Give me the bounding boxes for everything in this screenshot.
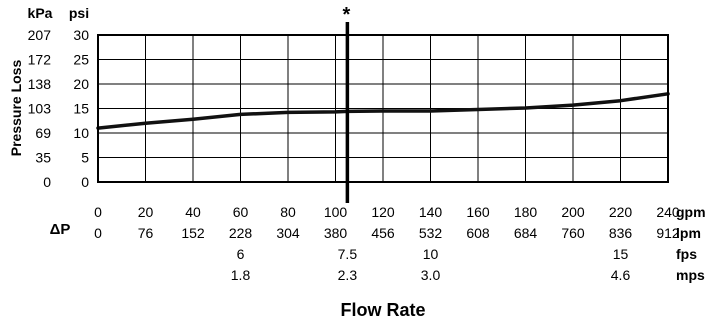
x-tick-label-gpm: 180 <box>514 204 538 220</box>
x-tick-label-mps: 4.6 <box>611 267 631 283</box>
plot-frame <box>97 34 669 183</box>
x-tick-label-lpm: 0 <box>94 225 102 241</box>
x-unit-fps: fps <box>676 246 697 262</box>
delta-p-label: ΔP <box>50 221 71 238</box>
x-tick-label-gpm: 120 <box>371 204 395 220</box>
y-tick-label-psi: 5 <box>81 150 89 166</box>
x-tick-label-gpm: 80 <box>280 204 296 220</box>
y-axis: kPa psi 0 5 10 15 20 25 30 0 35 69 103 138 172 207 Press… <box>8 5 89 190</box>
x-tick-label-mps: 2.3 <box>338 267 358 283</box>
y-tick-label-kpa: 207 <box>28 27 52 43</box>
y-tick-label-psi: 25 <box>73 52 89 68</box>
y-tick-label-kpa: 138 <box>28 76 52 92</box>
x-tick-label-fps: 6 <box>237 246 245 262</box>
x-tick-label-fps: 15 <box>613 246 629 262</box>
x-tick-label-gpm: 240 <box>656 204 680 220</box>
y-tick-label-psi: 30 <box>73 27 89 43</box>
y-axis-title: Pressure Loss <box>8 60 24 157</box>
x-tick-label-lpm: 380 <box>324 225 348 241</box>
x-tick-label-gpm: 60 <box>233 204 249 220</box>
x-tick-label-gpm: 220 <box>609 204 633 220</box>
series-layer <box>96 92 670 130</box>
x-tick-label-gpm: 20 <box>138 204 154 220</box>
x-tick-label-lpm: 532 <box>419 225 443 241</box>
y-unit-kpa: kPa <box>28 5 53 21</box>
marker-asterisk: * <box>342 4 350 26</box>
x-tick-label-lpm: 760 <box>561 225 585 241</box>
y-tick-label-psi: 20 <box>73 76 89 92</box>
x-tick-label-lpm: 304 <box>276 225 300 241</box>
x-tick-label-lpm: 76 <box>138 225 154 241</box>
x-tick-label-fps: 7.5 <box>338 246 358 262</box>
x-tick-label-lpm: 912 <box>656 225 680 241</box>
x-tick-label-gpm: 40 <box>185 204 201 220</box>
plot-frame-layer <box>97 34 669 183</box>
x-tick-label-lpm: 228 <box>229 225 253 241</box>
y-tick-label-kpa: 0 <box>43 174 51 190</box>
x-tick-label-gpm: 160 <box>466 204 490 220</box>
grid <box>98 35 668 182</box>
y-tick-label-psi: 10 <box>73 125 89 141</box>
x-tick-label-lpm: 684 <box>514 225 538 241</box>
x-tick-label-mps: 3.0 <box>421 267 441 283</box>
x-tick-label-lpm: 456 <box>371 225 395 241</box>
x-tick-label-fps: 10 <box>423 246 439 262</box>
x-unit-gpm: gpm <box>676 204 706 220</box>
y-tick-label-psi: 0 <box>81 174 89 190</box>
y-tick-label-kpa: 103 <box>28 101 52 117</box>
x-unit-mps: mps <box>676 267 705 283</box>
x-tick-label-lpm: 608 <box>466 225 490 241</box>
y-tick-label-psi: 15 <box>73 101 89 117</box>
x-tick-label-gpm: 140 <box>419 204 443 220</box>
x-tick-label-gpm: 0 <box>94 204 102 220</box>
pressure-loss-line <box>96 92 670 130</box>
marker-layer: * <box>342 4 350 203</box>
y-tick-label-kpa: 35 <box>35 150 51 166</box>
x-tick-label-lpm: 836 <box>609 225 633 241</box>
y-tick-label-kpa: 172 <box>28 52 52 68</box>
x-tick-label-gpm: 100 <box>324 204 348 220</box>
x-unit-lpm: lpm <box>676 225 701 241</box>
x-tick-label-gpm: 200 <box>561 204 585 220</box>
x-tick-label-mps: 1.8 <box>231 267 251 283</box>
y-unit-psi: psi <box>69 5 89 21</box>
x-tick-label-lpm: 152 <box>181 225 205 241</box>
x-axis-title: Flow Rate <box>340 300 425 320</box>
y-tick-label-kpa: 69 <box>35 125 51 141</box>
